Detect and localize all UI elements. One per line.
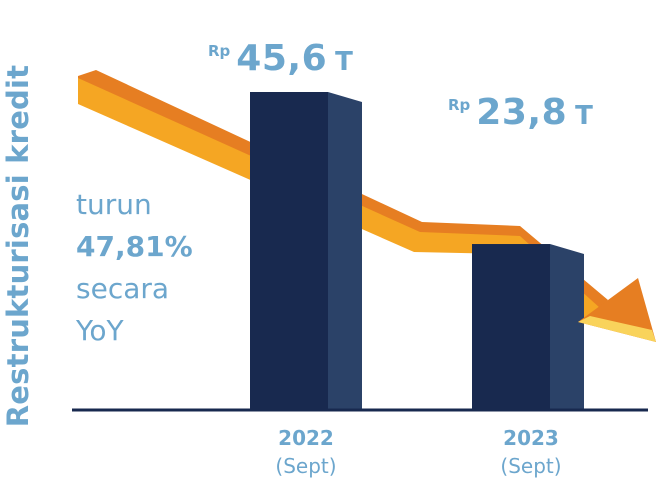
bar-front (250, 92, 328, 410)
annotation-line-4: YoY (76, 314, 124, 347)
bar-2022 (250, 92, 362, 410)
value-currency: Rp (208, 42, 231, 60)
annotation-line-1: turun (76, 188, 152, 221)
x-tick-period: (Sept) (275, 454, 337, 478)
y-axis-label: Restrukturisasi kredit (1, 64, 35, 428)
bars (250, 92, 584, 410)
annotation: turun 47,81% secara YoY (76, 184, 193, 352)
value-label-2023: Rp 23,8 T (448, 92, 593, 133)
trend-arrow-front (578, 278, 656, 342)
x-tick-year: 2022 (278, 426, 334, 450)
bar-front (472, 244, 550, 410)
arrowhead-underside (578, 316, 656, 342)
x-tick-period: (Sept) (500, 454, 562, 478)
x-tick-year: 2023 (503, 426, 559, 450)
value-currency: Rp (448, 96, 471, 114)
annotation-percentage: 47,81% (76, 230, 193, 263)
value-amount: 45,6 (236, 38, 328, 79)
value-amount: 23,8 (476, 92, 568, 133)
x-tick-2023: 2023 (Sept) (451, 424, 611, 480)
value-unit: T (335, 47, 353, 77)
bar-side (550, 244, 584, 410)
value-label-2022: Rp 45,6 T (208, 38, 353, 79)
x-tick-2022: 2022 (Sept) (226, 424, 386, 480)
value-unit: T (575, 101, 593, 131)
bar-2023 (472, 244, 584, 410)
bar-side (328, 92, 362, 410)
annotation-line-3: secara (76, 272, 170, 305)
